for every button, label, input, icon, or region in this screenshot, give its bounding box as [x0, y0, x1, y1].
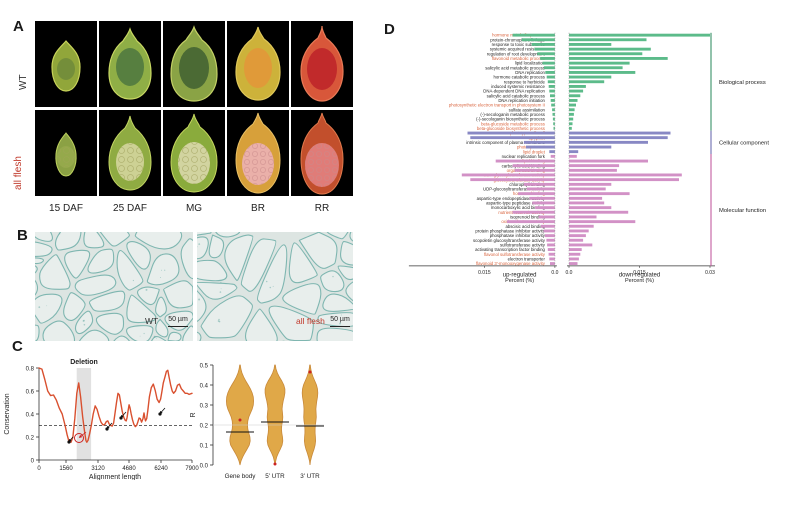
svg-text:5' UTR: 5' UTR: [265, 473, 285, 480]
svg-text:3' UTR: 3' UTR: [300, 473, 320, 480]
svg-text:0.2: 0.2: [200, 424, 209, 430]
svg-text:Biological process: Biological process: [719, 80, 766, 86]
svg-text:Percent (%): Percent (%): [505, 278, 534, 284]
svg-text:0.0: 0.0: [566, 270, 573, 276]
svg-text:0.2: 0.2: [26, 436, 35, 442]
svg-text:Deletion: Deletion: [70, 359, 98, 366]
svg-text:4680: 4680: [122, 466, 136, 472]
svg-text:Gene body: Gene body: [225, 473, 257, 480]
svg-text:R: R: [190, 412, 197, 417]
svg-text:0.8: 0.8: [26, 367, 35, 373]
svg-text:Molecular function: Molecular function: [719, 208, 766, 214]
svg-text:3120: 3120: [91, 466, 105, 472]
svg-text:0.4: 0.4: [200, 384, 209, 390]
svg-text:0.0: 0.0: [200, 464, 209, 470]
svg-text:Percent (%): Percent (%): [625, 278, 654, 284]
svg-text:0.015: 0.015: [478, 270, 491, 276]
svg-text:0: 0: [31, 459, 35, 465]
svg-text:0.1: 0.1: [200, 444, 209, 450]
svg-text:up-regulated: up-regulated: [503, 272, 537, 278]
svg-text:0.3: 0.3: [200, 404, 209, 410]
svg-text:0.6: 0.6: [26, 390, 35, 396]
svg-text:down-regulated: down-regulated: [619, 272, 660, 278]
svg-text:1560: 1560: [59, 466, 73, 472]
svg-text:0.03: 0.03: [705, 270, 715, 276]
svg-text:6240: 6240: [154, 466, 168, 472]
svg-text:Alignment length: Alignment length: [89, 474, 141, 480]
svg-text:0.0: 0.0: [551, 270, 558, 276]
svg-text:Cellular component: Cellular component: [719, 140, 769, 146]
svg-text:0: 0: [37, 466, 41, 472]
svg-text:Conservation: Conservation: [4, 393, 11, 434]
svg-text:0.4: 0.4: [26, 413, 35, 419]
svg-text:0.5: 0.5: [200, 364, 209, 370]
svg-text:flavonoid 3'-monooxygenase act: flavonoid 3'-monooxygenase activity: [476, 261, 546, 266]
